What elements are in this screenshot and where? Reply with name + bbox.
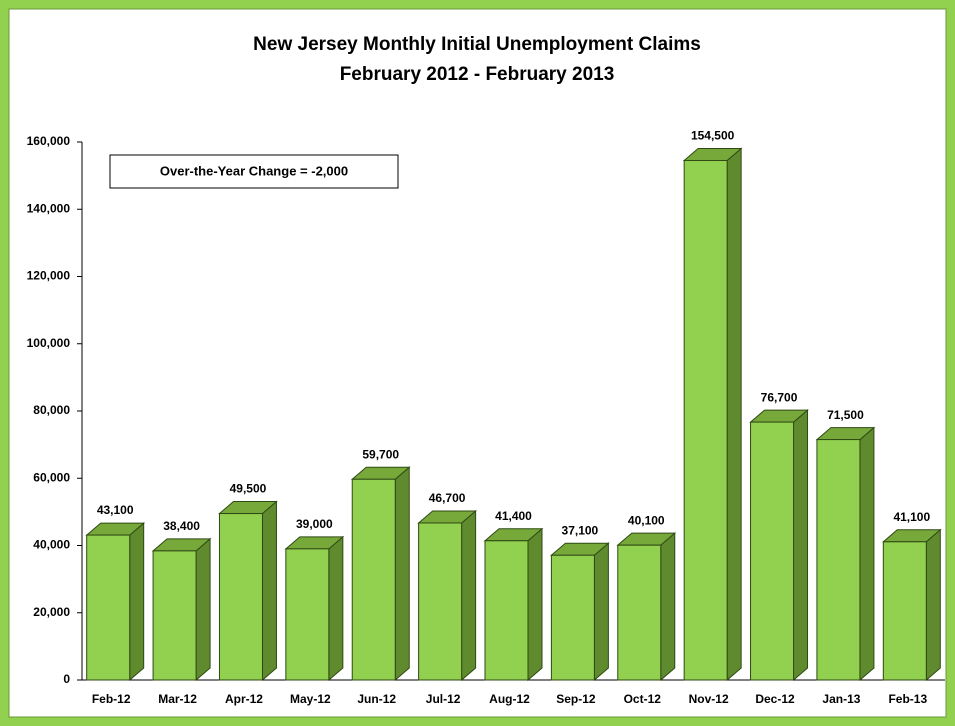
value-label: 49,500 xyxy=(230,482,267,496)
value-label: 43,100 xyxy=(97,503,134,517)
value-label: 46,700 xyxy=(429,491,466,505)
value-label: 38,400 xyxy=(163,519,200,533)
value-label: 41,100 xyxy=(893,510,930,524)
bar-side xyxy=(925,528,941,682)
bar xyxy=(152,550,197,681)
annotation: Over-the-Year Change = -2,000 xyxy=(160,163,348,178)
y-tick-label: 40,000 xyxy=(33,538,70,552)
bar xyxy=(351,478,396,681)
y-tick-label: 100,000 xyxy=(27,336,71,350)
x-tick-label: Jun-12 xyxy=(357,692,396,706)
bar xyxy=(617,544,662,681)
bar xyxy=(683,159,728,681)
y-tick-label: 140,000 xyxy=(27,201,71,215)
bar xyxy=(816,439,861,681)
bar-side xyxy=(660,532,676,682)
y-tick-label: 120,000 xyxy=(27,269,71,283)
value-label: 71,500 xyxy=(827,408,864,422)
x-tick-label: May-12 xyxy=(290,692,331,706)
bar xyxy=(882,541,927,681)
x-tick-label: Apr-12 xyxy=(225,692,263,706)
bar xyxy=(550,554,595,681)
annotation-box xyxy=(109,154,399,189)
bar-side xyxy=(527,527,543,682)
x-tick-label: Jul-12 xyxy=(426,692,461,706)
value-label: 40,100 xyxy=(628,513,665,527)
bar xyxy=(86,534,131,681)
y-tick-label: 60,000 xyxy=(33,470,70,484)
x-tick-label: Feb-12 xyxy=(92,692,131,706)
value-label: 76,700 xyxy=(761,390,798,404)
bar xyxy=(285,548,330,681)
bar xyxy=(218,513,263,681)
bar-side xyxy=(793,409,809,682)
x-tick-label: Sep-12 xyxy=(556,692,596,706)
value-label: 39,000 xyxy=(296,517,333,531)
bar-side xyxy=(261,500,277,682)
x-tick-label: Jan-13 xyxy=(822,692,860,706)
y-tick-label: 80,000 xyxy=(33,403,70,417)
bar-side xyxy=(726,147,742,682)
bar-side xyxy=(195,537,211,682)
bar xyxy=(484,540,529,681)
y-tick-label: 20,000 xyxy=(33,605,70,619)
bar xyxy=(418,522,463,681)
bar-side xyxy=(593,542,609,682)
value-label: 41,400 xyxy=(495,509,532,523)
chart-title: New Jersey Monthly Initial Unemployment … xyxy=(253,34,701,55)
bar xyxy=(750,421,795,681)
y-tick-label: 160,000 xyxy=(27,134,71,148)
x-tick-label: Oct-12 xyxy=(624,692,662,706)
chart-subtitle: February 2012 - February 2013 xyxy=(340,64,615,85)
value-label: 59,700 xyxy=(362,447,399,461)
bar-side xyxy=(129,521,145,682)
bar-side xyxy=(461,509,477,682)
bar-side xyxy=(328,535,344,682)
value-label: 37,100 xyxy=(562,523,599,537)
x-tick-label: Nov-12 xyxy=(689,692,729,706)
x-tick-label: Feb-13 xyxy=(888,692,927,706)
x-tick-label: Mar-12 xyxy=(158,692,197,706)
x-tick-label: Aug-12 xyxy=(489,692,530,706)
x-tick-label: Dec-12 xyxy=(755,692,795,706)
bar-side xyxy=(394,466,410,682)
bar-side xyxy=(859,426,875,682)
y-tick-label: 0 xyxy=(63,672,70,686)
value-label: 154,500 xyxy=(691,129,735,143)
